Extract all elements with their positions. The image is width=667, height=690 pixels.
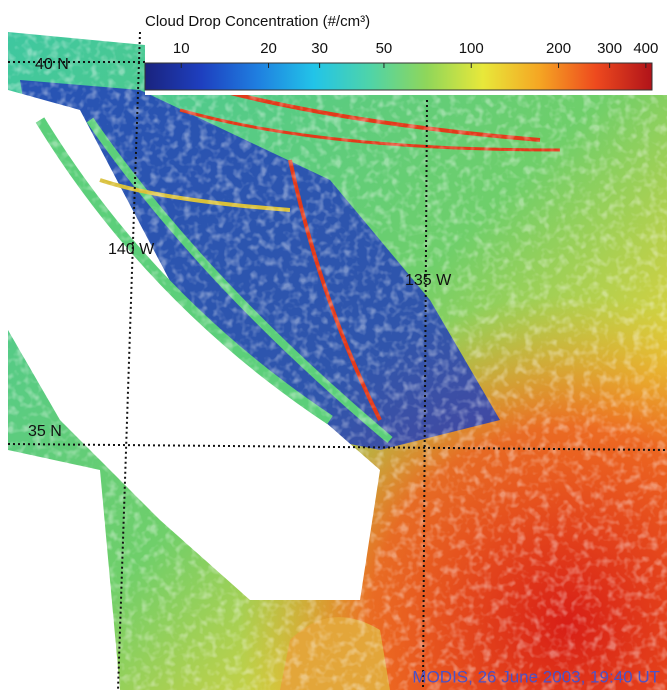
lat-label: 40 N bbox=[35, 56, 69, 73]
colorbar-tick-label: 20 bbox=[260, 40, 277, 57]
colorbar: 10 20 30 50 100 200 300 400 bbox=[144, 40, 658, 91]
graticule bbox=[7, 31, 667, 690]
colorbar-tick-label: 30 bbox=[311, 40, 328, 57]
colorbar-tick-label: 300 bbox=[597, 40, 622, 57]
colorbar-tick-label: 100 bbox=[459, 40, 484, 57]
imagery bbox=[8, 32, 667, 690]
colorbar-tick-label: 50 bbox=[376, 40, 393, 57]
lon-label: 135 W bbox=[405, 272, 452, 289]
colorbar-tick-label: 400 bbox=[633, 40, 658, 57]
lon-label: 140 W bbox=[108, 241, 155, 258]
header-bg bbox=[8, 0, 667, 32]
colorbar-tick-label: 200 bbox=[546, 40, 571, 57]
colorbar-title: Cloud Drop Concentration (#/cm³) bbox=[145, 13, 370, 30]
credit: MODIS, 26 June 2003, 19:40 UT bbox=[412, 667, 660, 686]
colorbar-ramp bbox=[144, 62, 653, 91]
longitude-line bbox=[422, 99, 428, 690]
lat-label: 35 N bbox=[28, 423, 62, 440]
colorbar-tick-label: 10 bbox=[173, 40, 190, 57]
